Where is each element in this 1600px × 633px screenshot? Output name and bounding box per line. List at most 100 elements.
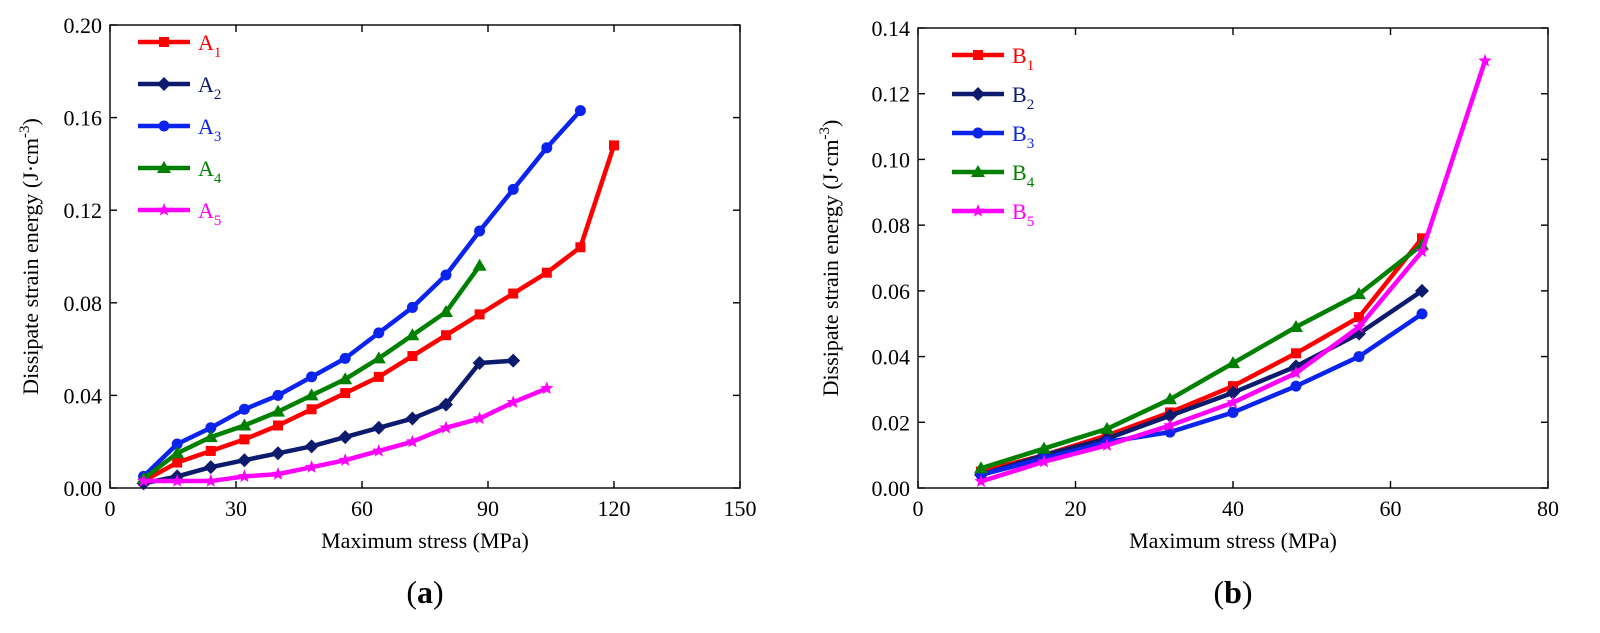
data-point-B2 [1415,283,1429,298]
legend-marker [159,37,169,47]
x-tick-label: 60 [351,496,373,521]
data-point-A4 [472,258,487,271]
data-point-A2 [371,420,386,435]
legend-label: B2 [1012,82,1034,113]
series-line-B4 [978,242,1425,471]
data-point-A3 [574,105,586,117]
legend-marker [971,165,985,177]
x-tick-label: 80 [1537,496,1559,521]
data-point-A4 [405,328,420,341]
y-tick-label: 0.04 [64,383,103,408]
data-point-A3 [440,269,452,281]
data-point-A5 [237,469,252,483]
data-point-A1 [541,267,552,278]
data-point-B4 [1226,356,1240,369]
data-point-A1 [373,371,384,382]
data-point-B5 [1289,366,1303,379]
data-point-A5 [472,411,487,425]
data-point-A1 [273,420,283,431]
legend-label: A5 [198,198,221,229]
legend-label: A3 [198,114,221,145]
data-point-A3 [339,352,351,364]
data-point-A1 [306,404,317,415]
data-point-B3 [1353,351,1365,363]
y-tick-label: 0.00 [64,476,103,501]
x-axis-label: Maximum stress (MPa) [1129,528,1337,553]
legend-label: B5 [1012,199,1034,230]
data-point-A4 [338,372,353,385]
x-tick-label: 0 [105,496,116,521]
data-point-B3 [1290,380,1302,392]
legend-marker [158,120,170,132]
data-point-A1 [205,445,216,456]
legend-entry-A5: A5 [138,198,221,229]
data-point-A4 [271,404,285,417]
data-point-A4 [371,351,386,364]
data-point-A3 [406,301,418,313]
x-tick-label: 150 [724,496,757,521]
series-A3 [138,105,586,482]
data-point-A2 [439,397,453,412]
data-point-B5 [1226,395,1240,409]
data-point-B2 [1226,385,1240,400]
legend-label: B1 [1012,43,1034,74]
data-point-A2 [405,411,420,426]
data-point-A2 [472,355,487,370]
x-axis-label: Maximum stress (MPa) [321,528,529,553]
data-point-A3 [205,422,217,434]
data-point-A5 [271,467,285,480]
y-tick-label: 0.12 [872,82,911,107]
data-point-A2 [203,460,218,475]
series-line-A2 [141,358,516,486]
legend-entry-B4: B4 [952,160,1035,191]
y-tick-label: 0.10 [872,147,911,172]
data-point-A5 [204,474,218,487]
data-point-A4 [237,418,252,431]
data-point-A5 [170,474,184,487]
legend-marker [157,161,171,173]
data-point-A3 [272,389,284,401]
y-tick-label: 0.16 [64,106,103,131]
legend-entry-A4: A4 [138,156,222,187]
data-point-A3 [541,142,553,154]
data-point-A1 [609,140,619,151]
data-point-A1 [407,351,418,362]
series-line-A3 [141,108,583,479]
data-point-A1 [340,388,351,399]
panel-label: (b) [1213,574,1252,610]
series-A4 [136,258,487,484]
y-tick-label: 0.08 [872,213,911,238]
legend-entry-A2: A2 [138,72,221,103]
y-tick-label: 0.00 [872,476,911,501]
y-tick-label: 0.20 [64,13,103,38]
x-tick-label: 30 [225,496,247,521]
panel-label: (a) [406,574,443,610]
legend-marker [971,87,985,101]
legend-marker [973,50,983,60]
data-point-A1 [508,288,519,299]
legend-label: B4 [1012,160,1035,191]
data-point-B4 [1100,421,1114,434]
data-point-B5 [1163,418,1177,432]
data-point-A4 [439,305,453,318]
data-point-A1 [575,242,586,253]
data-point-A3 [507,183,519,195]
data-point-A3 [171,438,183,450]
data-point-A5 [439,420,453,434]
plot-frame [109,24,741,489]
y-tick-label: 0.08 [64,291,103,316]
data-point-B5 [974,474,988,488]
data-point-B5 [1478,53,1492,67]
data-point-B1 [1354,312,1364,323]
data-point-A5 [540,381,554,395]
data-point-A5 [338,453,352,466]
chart-panel-b: 0 20 40 60 80 0.00 0.02 0.04 0.06 0.08 0.10 0.12 0.1… [817,16,1559,610]
data-point-B5 [1352,320,1366,333]
series-A5 [136,381,554,487]
data-point-B3 [1227,406,1239,418]
data-point-B4 [974,461,988,474]
data-point-A2 [271,446,285,461]
data-point-A4 [203,430,218,443]
